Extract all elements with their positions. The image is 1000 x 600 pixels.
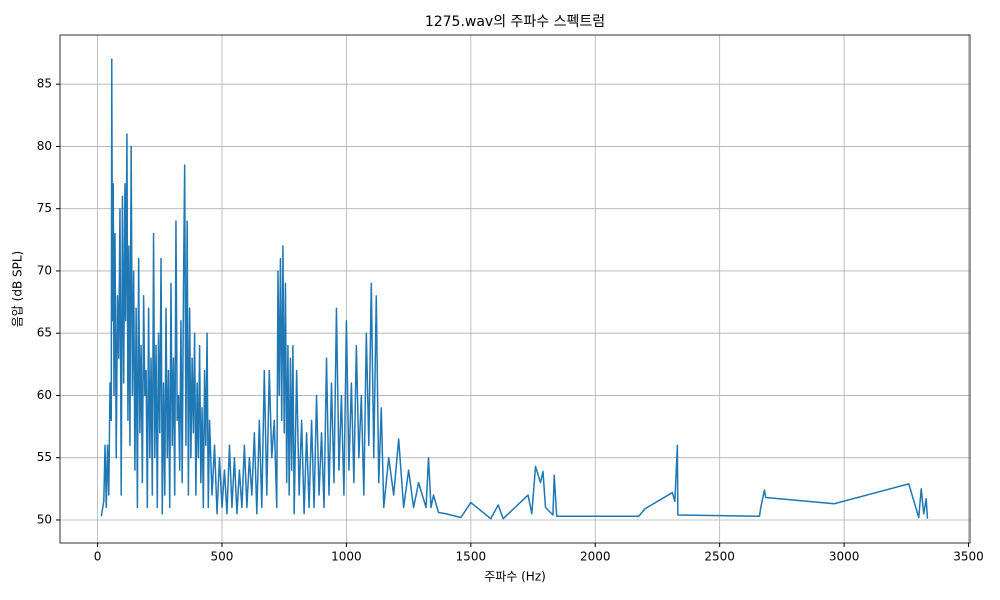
chart-title: 1275.wav의 주파수 스펙트럼: [425, 14, 605, 30]
y-tick-label: 55: [37, 450, 52, 464]
x-tick-label: 3500: [953, 550, 984, 564]
y-tick-label: 75: [37, 201, 52, 215]
y-tick-label: 70: [37, 263, 52, 277]
x-tick-label: 2500: [704, 550, 735, 564]
x-tick-label: 2000: [580, 550, 611, 564]
y-axis-label: 음압 (dB SPL): [11, 251, 25, 327]
x-tick-label: 3000: [829, 550, 860, 564]
x-tick-label: 500: [211, 550, 234, 564]
x-tick-label: 0: [94, 550, 102, 564]
spectrum-line: [100, 58, 929, 520]
x-tick-label: 1000: [331, 550, 362, 564]
x-tick-label: 1500: [456, 550, 487, 564]
y-tick-label: 80: [37, 139, 52, 153]
plot-frame: [59, 34, 971, 544]
y-tick-label: 65: [37, 326, 52, 340]
x-axis-label: 주파수 (Hz): [484, 570, 546, 584]
y-tick-label: 85: [37, 77, 52, 91]
y-tick-label: 60: [37, 388, 52, 402]
y-tick-label: 50: [37, 512, 52, 526]
